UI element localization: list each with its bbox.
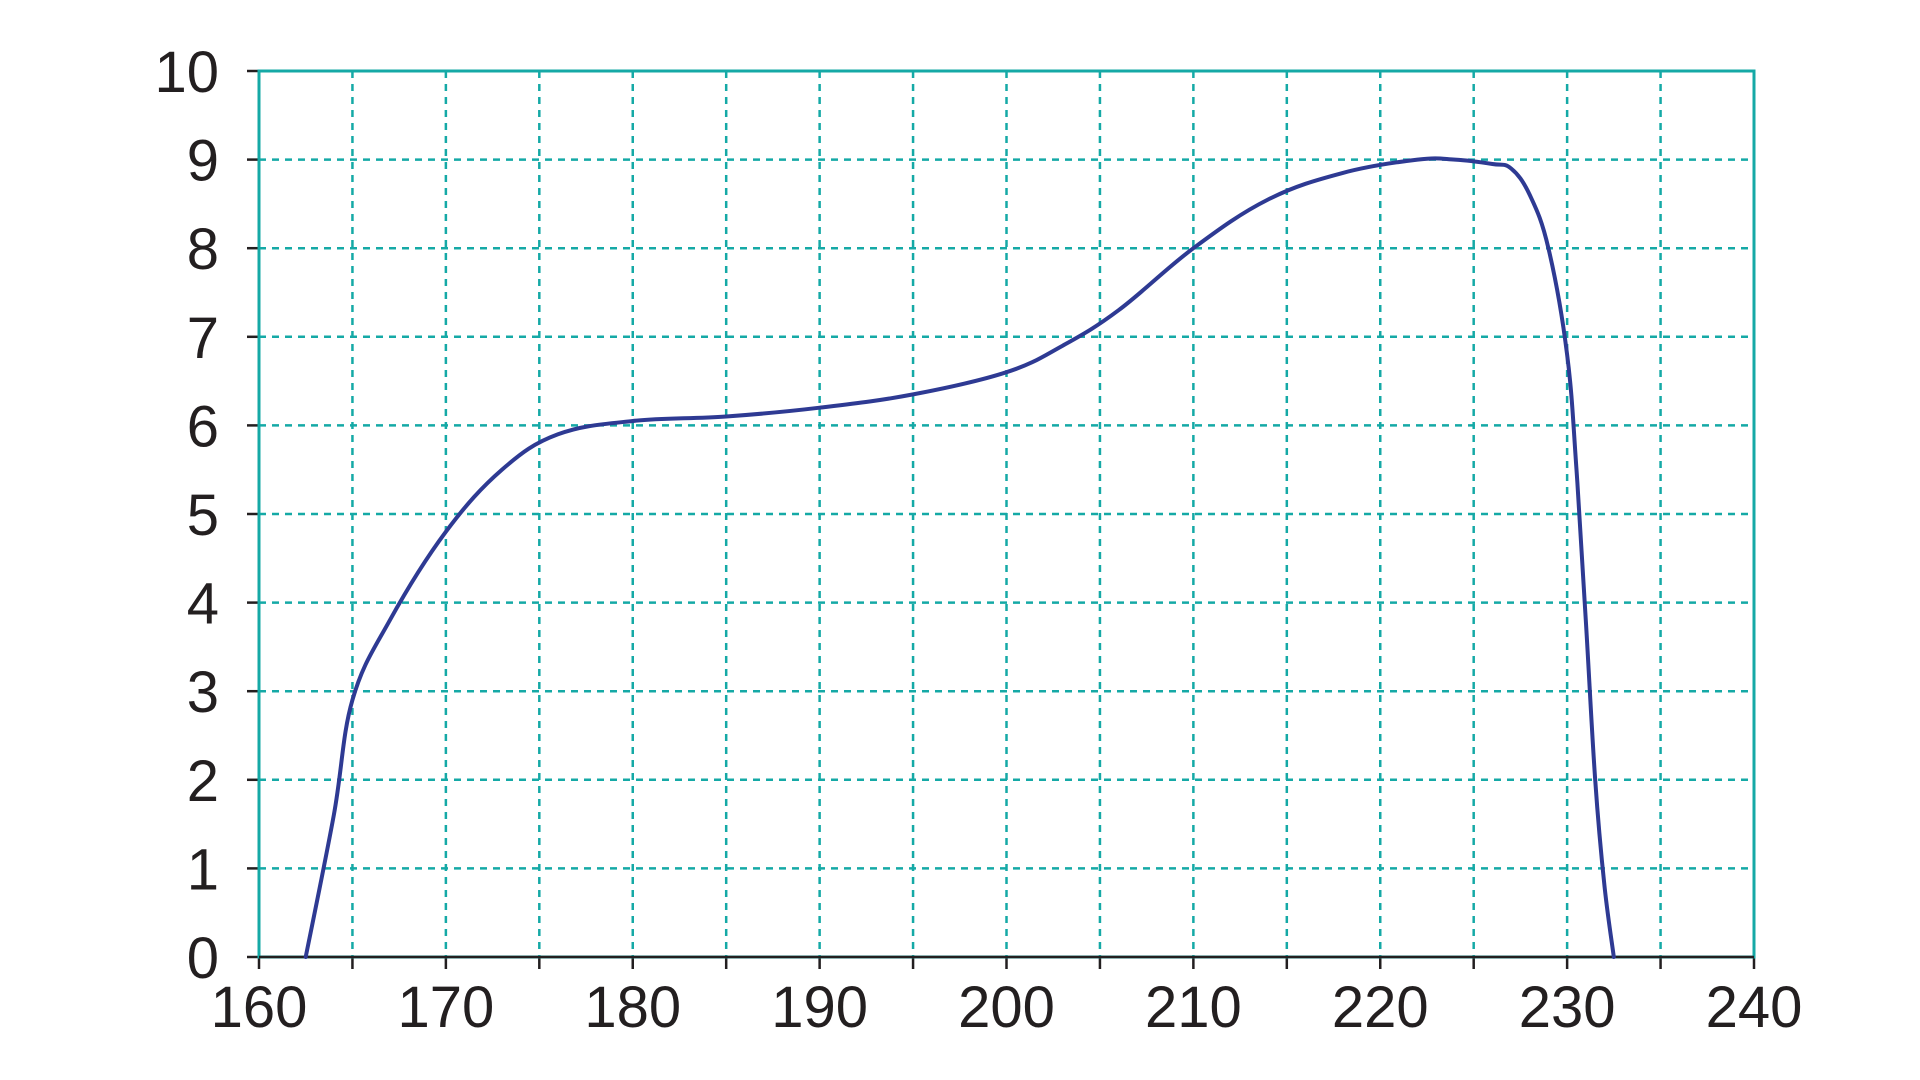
series-layer	[303, 156, 1616, 959]
y-tick-label: 4	[187, 572, 219, 637]
y-tick-label: 9	[187, 129, 219, 194]
y-tick-label: 10	[154, 40, 219, 105]
x-tick-label: 200	[958, 975, 1055, 1040]
x-tick-label: 220	[1332, 975, 1429, 1040]
x-tick-label: 210	[1145, 975, 1242, 1040]
x-tick-label: 240	[1706, 975, 1803, 1040]
y-tick-label: 3	[187, 660, 219, 725]
grid	[259, 71, 1754, 957]
axes	[247, 69, 1756, 969]
x-tick-label: 190	[771, 975, 868, 1040]
y-tick-label: 8	[187, 217, 219, 282]
y-tick-label: 1	[187, 837, 219, 902]
x-tick-label: 170	[397, 975, 494, 1040]
y-tick-label: 2	[187, 749, 219, 814]
y-tick-label: 0	[187, 926, 219, 991]
y-tick-label: 6	[187, 394, 219, 459]
x-tick-label: 160	[211, 975, 308, 1040]
series-line	[303, 156, 1616, 959]
x-tick-label: 180	[584, 975, 681, 1040]
x-tick-label: 230	[1519, 975, 1616, 1040]
y-tick-label: 5	[187, 483, 219, 548]
tick-labels: 0 1 2 3 4 5 6 7 8 9 10 160 170 180 190 200 210 220 230 240	[154, 40, 1802, 1040]
y-tick-label: 7	[187, 306, 219, 371]
